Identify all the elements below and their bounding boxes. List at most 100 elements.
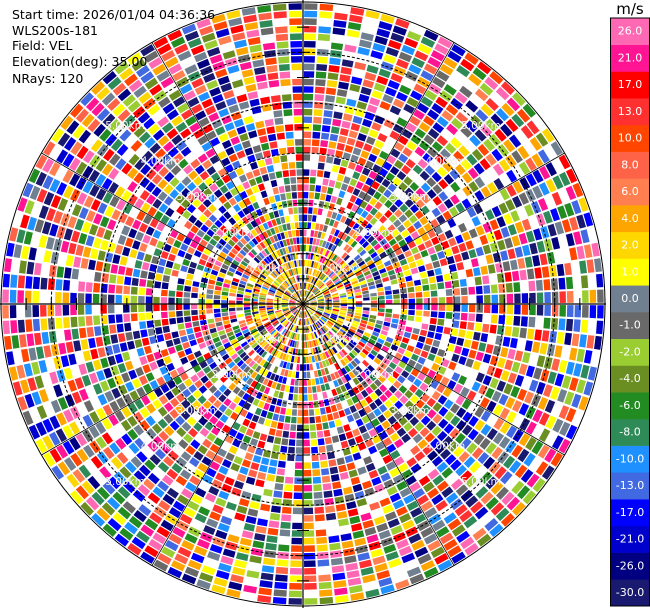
velocity-gate (231, 111, 242, 121)
velocity-gate (268, 80, 280, 88)
velocity-gate (545, 415, 557, 430)
velocity-gate (171, 269, 179, 277)
velocity-gate (196, 229, 205, 238)
velocity-gate (311, 378, 316, 386)
velocity-gate (303, 417, 309, 424)
velocity-gate (155, 148, 166, 160)
velocity-gate (161, 289, 168, 297)
velocity-gate (132, 240, 141, 250)
velocity-gate (551, 305, 559, 317)
velocity-gate (439, 532, 454, 545)
velocity-gate (325, 87, 337, 96)
velocity-gate (442, 161, 454, 173)
velocity-gate (221, 157, 231, 167)
velocity-gate (215, 472, 226, 482)
velocity-gate (344, 373, 352, 382)
velocity-gate (251, 342, 258, 349)
velocity-gate (89, 372, 99, 384)
velocity-gate (420, 500, 434, 512)
velocity-gate (416, 304, 423, 310)
velocity-gate (243, 344, 250, 351)
velocity-gate (400, 309, 408, 315)
velocity-gate (294, 341, 297, 348)
velocity-gate (134, 437, 146, 450)
velocity-gate (340, 297, 347, 300)
velocity-gate (312, 207, 318, 215)
velocity-gate (19, 334, 27, 348)
velocity-gate (291, 277, 295, 284)
velocity-gate (239, 537, 252, 547)
velocity-gate (290, 355, 295, 363)
velocity-gate (313, 230, 319, 238)
velocity-gate (390, 72, 403, 83)
velocity-gate (460, 287, 468, 296)
velocity-gate (383, 260, 392, 267)
velocity-gate (407, 240, 417, 249)
velocity-gate (424, 239, 433, 249)
velocity-gate (310, 332, 315, 340)
velocity-gate (423, 310, 430, 317)
velocity-gate (266, 307, 274, 310)
velocity-gate (471, 148, 484, 161)
velocity-gate (410, 394, 419, 404)
velocity-gate (268, 346, 274, 354)
velocity-gate (267, 310, 274, 314)
velocity-gate (443, 423, 455, 434)
velocity-gate (511, 444, 523, 458)
velocity-gate (284, 185, 291, 193)
velocity-gate (557, 205, 568, 219)
velocity-gate (489, 219, 499, 231)
velocity-gate (219, 334, 227, 340)
velocity-gate (289, 33, 302, 41)
velocity-gate (401, 44, 416, 56)
velocity-gate (261, 260, 268, 267)
velocity-gate (247, 91, 259, 100)
velocity-gate (519, 418, 531, 431)
velocity-gate (332, 298, 340, 301)
velocity-gate (360, 399, 368, 408)
velocity-gate (69, 421, 81, 435)
velocity-gate (352, 530, 365, 539)
velocity-gate (221, 247, 230, 255)
velocity-gate (168, 507, 182, 519)
velocity-gate (505, 118, 519, 133)
velocity-gate (145, 296, 153, 304)
velocity-gate (70, 292, 77, 304)
velocity-gate (104, 345, 114, 356)
velocity-gate (285, 290, 292, 296)
instrument-label: WLS200s-181 (12, 23, 98, 38)
velocity-gate (191, 292, 198, 298)
velocity-gate (289, 583, 302, 590)
velocity-gate (153, 296, 160, 304)
velocity-gate (443, 273, 451, 281)
velocity-gate (494, 466, 507, 480)
velocity-gate (309, 416, 315, 424)
velocity-gate (310, 304, 317, 306)
velocity-gate (85, 97, 100, 112)
velocity-gate (324, 241, 330, 249)
velocity-gate (157, 553, 172, 565)
ring-label: 4.00km (426, 440, 466, 452)
velocity-gate (264, 157, 273, 166)
velocity-gate (202, 272, 210, 279)
velocity-gate (282, 430, 290, 438)
velocity-gate (206, 370, 215, 379)
velocity-gate (206, 432, 217, 442)
velocity-gate (114, 533, 129, 547)
velocity-gate (318, 574, 331, 582)
velocity-gate (297, 184, 303, 191)
velocity-gate (111, 387, 121, 399)
velocity-gate (347, 438, 357, 447)
velocity-gate (522, 352, 531, 364)
velocity-gate (275, 217, 282, 225)
velocity-gate (291, 63, 303, 71)
velocity-gate (272, 243, 279, 251)
velocity-gate (218, 394, 227, 403)
velocity-gate (300, 311, 303, 318)
velocity-gate (300, 275, 302, 282)
velocity-gate (431, 236, 440, 246)
velocity-gate (197, 405, 207, 415)
velocity-gate (21, 348, 30, 363)
velocity-gate (214, 260, 223, 267)
velocity-gate (209, 54, 223, 64)
